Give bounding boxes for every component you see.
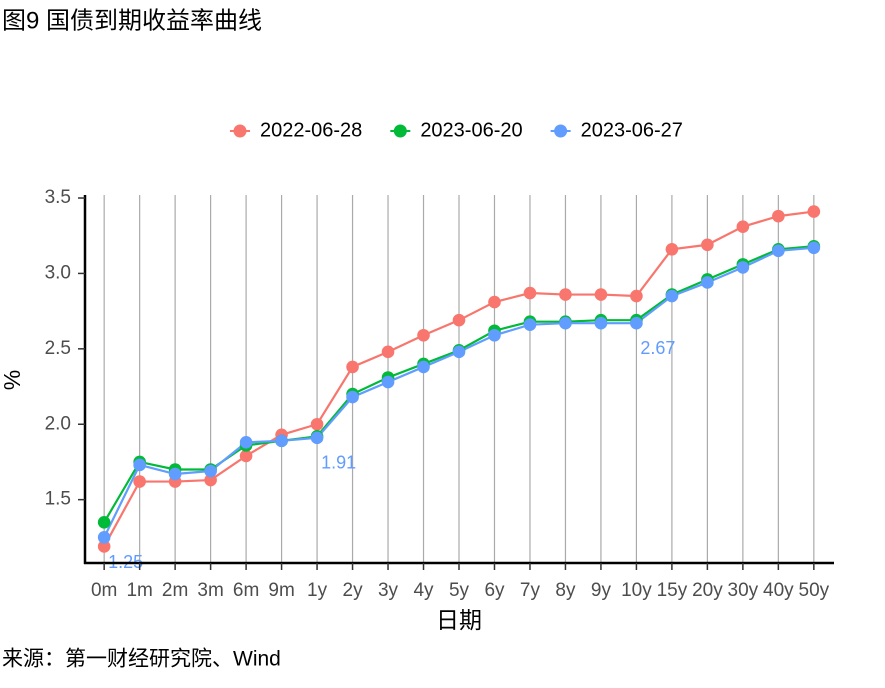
series-point <box>239 436 253 449</box>
series-point <box>97 515 111 529</box>
x-tick-label: 3m <box>197 580 223 601</box>
series-point <box>736 220 750 233</box>
series-point <box>488 295 501 309</box>
x-tick-label: 0m <box>91 580 117 601</box>
series-point <box>310 431 324 445</box>
legend-marker <box>554 124 568 138</box>
x-tick-label: 1y <box>307 580 328 601</box>
data-label: 2.67 <box>640 338 675 358</box>
y-axis-title: % <box>0 370 25 390</box>
series-point <box>523 286 537 300</box>
x-tick-label: 6y <box>484 580 505 601</box>
y-tick-label: 2.0 <box>45 413 71 434</box>
y-tick-label: 2.5 <box>45 338 71 359</box>
series-point <box>97 531 111 544</box>
x-tick-label: 30y <box>728 580 759 601</box>
series-point <box>452 313 466 327</box>
series-point <box>204 473 217 487</box>
y-tick-label: 3.5 <box>45 187 71 208</box>
x-tick-label: 8y <box>555 580 576 601</box>
series-point <box>523 318 537 332</box>
x-tick-label: 7y <box>520 580 541 601</box>
series-point <box>310 417 324 431</box>
series-point <box>665 289 679 303</box>
legend-marker <box>233 124 247 138</box>
series-point <box>701 276 714 289</box>
series-point <box>133 458 146 472</box>
chart-title: 图9 国债到期收益率曲线 <box>2 7 262 34</box>
series-point <box>346 390 359 404</box>
series-point <box>204 464 217 478</box>
series-point <box>488 328 501 342</box>
legend-marker <box>393 124 407 138</box>
legend-label: 2023-06-27 <box>581 119 683 141</box>
x-tick-label: 5y <box>449 580 470 601</box>
series-point <box>275 434 288 448</box>
series-point <box>736 261 750 274</box>
series-point <box>807 241 821 255</box>
series-point <box>417 360 430 374</box>
y-tick-label: 1.5 <box>45 489 71 510</box>
series-point <box>772 209 785 223</box>
series-point <box>559 316 572 330</box>
series-point <box>807 205 821 218</box>
series-point <box>239 449 253 463</box>
series-point <box>594 316 608 330</box>
x-tick-label: 3y <box>378 580 399 601</box>
series-point <box>701 238 714 252</box>
series-point <box>133 475 146 488</box>
x-tick-label: 20y <box>692 580 723 601</box>
source-note: 来源：第一财经研究院、Wind <box>2 648 281 671</box>
series-point <box>417 328 430 342</box>
x-tick-label: 40y <box>763 580 794 601</box>
data-label: 1.91 <box>321 453 356 473</box>
x-tick-label: 4y <box>413 580 434 601</box>
series-point <box>559 288 572 301</box>
y-tick-label: 3.0 <box>45 262 71 283</box>
x-tick-label: 6m <box>233 580 259 601</box>
series-point <box>630 289 643 303</box>
x-tick-label: 10y <box>621 580 652 601</box>
series-point <box>452 345 466 359</box>
x-tick-label: 2m <box>162 580 188 601</box>
x-tick-label: 2y <box>343 580 364 601</box>
x-tick-label: 9m <box>268 580 294 601</box>
series-point <box>97 540 111 553</box>
series-point <box>381 375 395 389</box>
series-point <box>630 316 643 330</box>
x-tick-label: 15y <box>657 580 688 601</box>
series-point <box>772 244 785 258</box>
series-point <box>381 345 395 359</box>
x-axis-title: 日期 <box>436 607 482 633</box>
x-tick-label: 9y <box>591 580 612 601</box>
series-point <box>665 242 679 256</box>
legend-label: 2022-06-28 <box>260 119 362 141</box>
series-point <box>594 288 608 301</box>
series-point <box>346 360 359 374</box>
legend-label: 2023-06-20 <box>420 119 522 141</box>
series-point <box>168 467 182 481</box>
x-tick-label: 1m <box>126 580 152 601</box>
x-tick-label: 50y <box>799 580 830 601</box>
